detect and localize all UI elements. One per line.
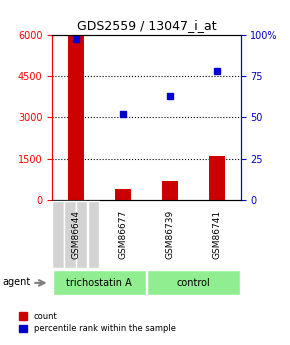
Text: GSM86741: GSM86741 <box>213 210 222 259</box>
Text: control: control <box>177 278 211 288</box>
FancyBboxPatch shape <box>88 201 99 268</box>
Bar <box>162 181 178 200</box>
FancyBboxPatch shape <box>52 201 64 268</box>
FancyBboxPatch shape <box>147 270 240 295</box>
Bar <box>209 156 225 200</box>
Text: GSM86739: GSM86739 <box>166 210 175 259</box>
FancyBboxPatch shape <box>64 201 75 268</box>
Text: trichostatin A: trichostatin A <box>66 278 132 288</box>
Text: agent: agent <box>3 277 31 286</box>
Text: GSM86677: GSM86677 <box>118 210 127 259</box>
Title: GDS2559 / 13047_i_at: GDS2559 / 13047_i_at <box>77 19 216 32</box>
Legend: count, percentile rank within the sample: count, percentile rank within the sample <box>19 312 176 333</box>
Text: GSM86644: GSM86644 <box>71 210 80 259</box>
Bar <box>115 189 131 200</box>
FancyBboxPatch shape <box>53 270 146 295</box>
FancyBboxPatch shape <box>76 201 87 268</box>
Bar <box>68 36 84 200</box>
